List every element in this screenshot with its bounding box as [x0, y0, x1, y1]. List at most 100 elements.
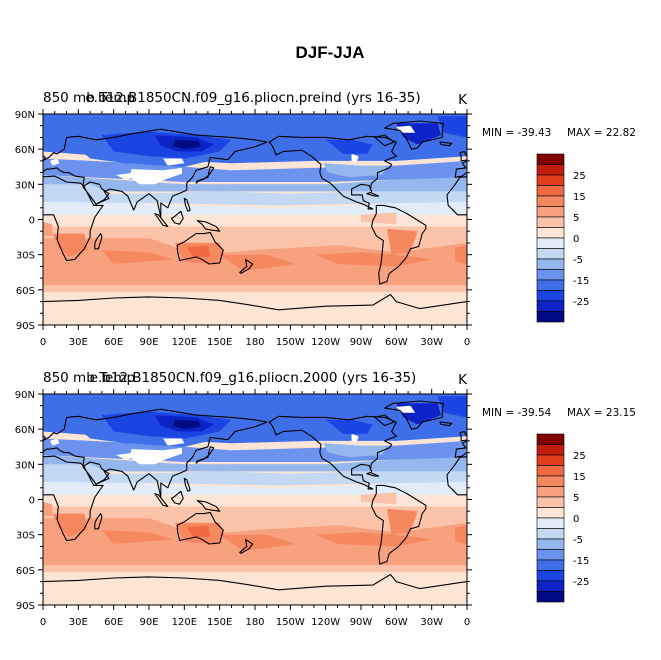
- colorbar-swatch: [536, 164, 565, 176]
- coast-borneo: [170, 490, 184, 505]
- colorbar-swatch: [536, 206, 565, 218]
- coast-newzealand: [239, 258, 254, 274]
- contour-band: [361, 212, 397, 225]
- coast-baffin: [374, 414, 395, 427]
- panel-center-title: e.b12.B1850CN.f09_g16.pliocn.preind (yrs…: [85, 90, 420, 106]
- coast-philippines: [183, 477, 191, 492]
- y-tick-label: 60S: [16, 566, 35, 577]
- coast-australia: [176, 231, 224, 265]
- colorbar-label: 25: [573, 171, 586, 182]
- coast-newguinea: [196, 220, 221, 232]
- y-tick-label: 90N: [15, 110, 35, 121]
- colorbar-swatch: [536, 528, 565, 540]
- x-tick-label: 150W: [276, 617, 305, 628]
- colorbar-label: -15: [573, 556, 589, 567]
- missing-data-patch: [50, 158, 60, 166]
- coastlines: [43, 400, 467, 605]
- coast-madagascar: [94, 233, 103, 250]
- contour-band: [437, 396, 467, 418]
- colorbar-swatch: [536, 496, 565, 508]
- y-tick-label: 90S: [16, 601, 35, 612]
- coast-greatbritain-wrap: [459, 150, 467, 162]
- contour-band: [219, 254, 297, 272]
- x-tick-label: 30E: [69, 617, 88, 628]
- map-panel-1: 0 30E 60E 90E 120E 150E 180 150W 120W 90W 60W 30W 09…: [15, 90, 636, 348]
- colorbar-swatch: [536, 591, 565, 603]
- contour-band: [43, 464, 108, 481]
- max-readout: MAX = 22.82: [567, 127, 636, 139]
- contour-band: [172, 419, 201, 430]
- x-tick-label: 90E: [139, 337, 158, 348]
- colorbar-swatch: [536, 290, 565, 302]
- coast-madagascar: [94, 513, 103, 530]
- max-readout: MAX = 23.15: [567, 407, 636, 419]
- x-tick-label: 180: [245, 617, 264, 628]
- missing-data-patch: [130, 447, 182, 465]
- panel-left-title: 850 mb Temp: [43, 370, 135, 386]
- y-tick-label: 30S: [16, 531, 35, 542]
- x-tick-label: 60W: [385, 337, 408, 348]
- colorbar: 25 15 5 0 -5 -15 -25: [536, 153, 589, 323]
- missing-data-patch: [130, 167, 182, 185]
- panel-units: K: [458, 92, 468, 108]
- coast-baffin: [374, 134, 395, 147]
- contour-band: [43, 214, 467, 227]
- missing-data-patch: [163, 438, 185, 446]
- coast-newzealand: [239, 538, 254, 554]
- coast-japan: [195, 166, 215, 184]
- colorbar-swatch: [536, 486, 565, 498]
- colorbar-swatch: [536, 507, 565, 519]
- coast-greatbritain-wrap: [459, 430, 467, 442]
- coast-iceland: [439, 421, 453, 427]
- coast-newguinea: [196, 500, 221, 512]
- x-tick-label: 0: [40, 337, 46, 348]
- coast-antarctica: [43, 573, 467, 605]
- colorbar-swatch: [536, 475, 565, 487]
- x-tick-label: 180: [245, 337, 264, 348]
- coast-greatbritain: [43, 435, 46, 441]
- contour-band: [43, 189, 467, 206]
- coast-greatbritain: [43, 155, 46, 161]
- x-tick-label: 120E: [172, 337, 197, 348]
- contour-band: [186, 525, 211, 537]
- missing-data-patch: [351, 153, 359, 164]
- contour-band: [43, 221, 53, 236]
- colorbar-label: 15: [573, 192, 586, 203]
- coast-africa: [43, 455, 104, 542]
- coast-australia: [176, 511, 224, 545]
- contour-band: [325, 139, 373, 154]
- colorbar-swatch: [536, 174, 565, 186]
- panel-units: K: [458, 372, 468, 388]
- colorbar-swatch: [536, 237, 565, 249]
- contour-band: [52, 513, 88, 537]
- x-tick-label: 90W: [350, 337, 373, 348]
- coast-sumatra: [154, 493, 169, 508]
- contour-band: [386, 508, 418, 535]
- coast-southamerica: [371, 204, 427, 285]
- coast-southamerica: [371, 484, 427, 565]
- y-tick-label: 0: [29, 216, 35, 227]
- x-tick-label: 90W: [350, 617, 373, 628]
- contour-band: [455, 245, 467, 264]
- x-tick-label: 60E: [104, 617, 123, 628]
- x-tick-label: 30E: [69, 337, 88, 348]
- coastlines: [43, 120, 467, 325]
- x-tick-label: 60E: [104, 337, 123, 348]
- contour-band: [43, 572, 467, 582]
- figure-title: DJF-JJA: [296, 43, 365, 62]
- coast-sumatra: [154, 213, 169, 228]
- y-tick-label: 30N: [15, 460, 35, 471]
- coast-arabia_fix: [82, 461, 110, 485]
- colorbar-swatch: [536, 195, 565, 207]
- x-tick-label: 120W: [311, 337, 340, 348]
- coast-northamerica: [268, 415, 397, 490]
- coast-northamerica: [268, 135, 397, 210]
- contour-band: [316, 532, 432, 547]
- contour-band: [361, 492, 397, 505]
- contour-band: [325, 419, 373, 434]
- contour-band: [43, 455, 467, 472]
- colorbar-swatch: [536, 444, 565, 456]
- colorbar-label: -5: [573, 535, 583, 546]
- contour-band: [219, 534, 297, 552]
- map-panel-2: 0 30E 60E 90E 120E 150E 180 150W 120W 90W 60W 30W 09…: [15, 370, 636, 628]
